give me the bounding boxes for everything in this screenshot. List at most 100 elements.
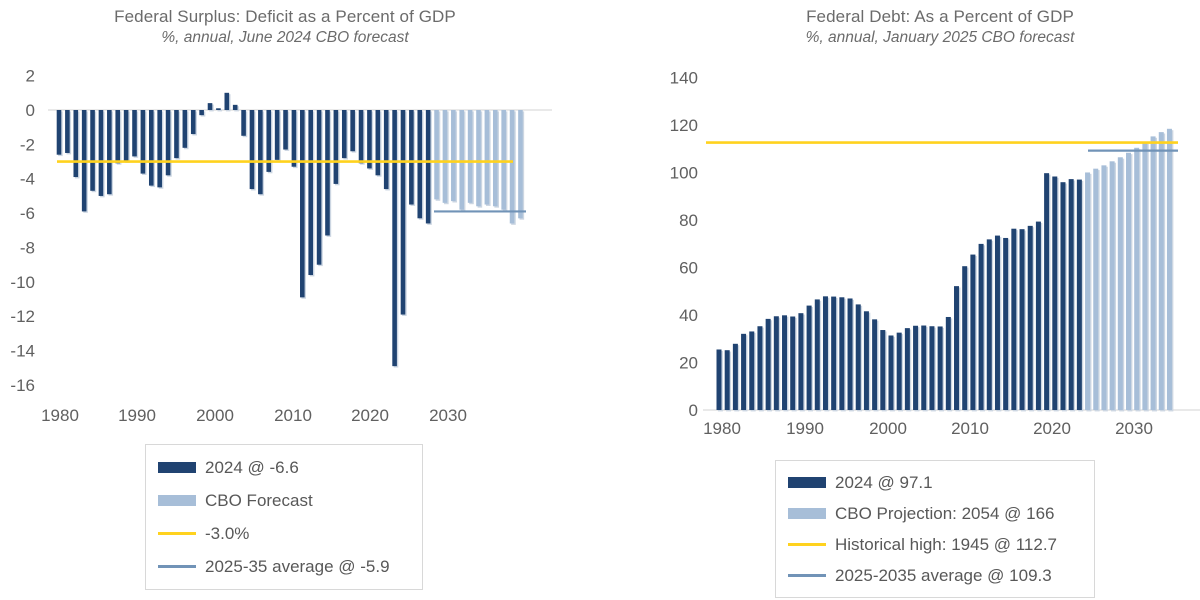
y-tick-label: -6 xyxy=(20,204,35,223)
bar-2007 xyxy=(937,326,943,410)
bar-2012 xyxy=(978,243,984,410)
y-tick-label: 60 xyxy=(679,259,698,278)
bar-2002 xyxy=(896,332,902,410)
bar-1988 xyxy=(782,315,788,410)
x-tick-label: 2000 xyxy=(869,419,907,438)
bar-2031 xyxy=(1134,147,1140,410)
bar-1987 xyxy=(115,110,121,164)
bar-2025 xyxy=(1085,172,1091,410)
bar-2010 xyxy=(308,110,313,276)
bar-2011 xyxy=(316,110,322,265)
y-tick-label: -14 xyxy=(10,342,35,361)
bar-2015 xyxy=(350,110,355,152)
bar-1982 xyxy=(732,343,738,410)
x-tick-label: 1980 xyxy=(703,419,741,438)
bar-1982 xyxy=(73,110,79,178)
bar-2026 xyxy=(442,110,448,203)
deficit-chart-subtitle: %, annual, June 2024 CBO forecast xyxy=(161,29,409,46)
bar-1992 xyxy=(157,110,162,188)
x-tick-label: 2030 xyxy=(429,406,467,425)
y-tick-label: 80 xyxy=(679,211,698,230)
bar-2013 xyxy=(986,239,992,410)
bar-2014 xyxy=(994,235,1000,410)
bar-2006 xyxy=(929,326,935,410)
bar-1996 xyxy=(190,110,196,135)
bar-2017 xyxy=(367,110,372,169)
bar-1999 xyxy=(872,319,878,410)
bar-2013 xyxy=(333,110,339,184)
legend-item: 2024 @ 97.1 xyxy=(788,473,1082,493)
debt-chart-subtitle: %, annual, January 2025 CBO forecast xyxy=(805,29,1075,46)
bar-2018 xyxy=(375,110,381,176)
bar-1990 xyxy=(140,110,146,174)
bar-2030 xyxy=(1126,152,1131,411)
x-tick-label: 2010 xyxy=(274,406,312,425)
bar-1993 xyxy=(165,110,171,176)
legend-line-swatch xyxy=(158,532,196,535)
bar-2005 xyxy=(921,325,927,410)
bar-2016 xyxy=(358,110,364,164)
legend-line-swatch xyxy=(788,543,826,546)
debt-legend: 2024 @ 97.1 CBO Projection: 2054 @ 166 His… xyxy=(775,460,1095,598)
bar-1997 xyxy=(855,304,861,410)
bar-1997 xyxy=(199,110,204,116)
y-tick-label: 120 xyxy=(670,116,698,135)
bars-historical xyxy=(56,92,432,368)
bars-forecast xyxy=(1085,128,1174,412)
bar-1987 xyxy=(773,316,779,410)
bar-2032 xyxy=(492,110,498,207)
bar-1980 xyxy=(716,349,722,410)
bar-1988 xyxy=(123,110,129,162)
y-tick-label: -12 xyxy=(10,307,35,326)
bar-2008 xyxy=(945,316,951,410)
deficit-plot: 2 0 -2 -4 -6 -8 -10 -12 -14 -16 1980 1990 2000 2010 20… xyxy=(10,67,552,425)
y-tick-label: 2 xyxy=(26,67,35,86)
bar-2000 xyxy=(224,92,230,110)
bar-2000 xyxy=(880,330,886,410)
y-tick-label: -2 xyxy=(20,135,35,154)
y-tick-label: -8 xyxy=(20,238,35,257)
legend-item: 2024 @ -6.6 xyxy=(158,458,410,478)
bar-2020 xyxy=(392,110,397,367)
bar-2009 xyxy=(954,286,960,410)
bar-2021 xyxy=(400,110,406,315)
bar-2007 xyxy=(283,110,288,150)
bar-2023 xyxy=(417,110,423,219)
bar-1986 xyxy=(107,110,112,195)
bar-2027 xyxy=(1101,165,1107,410)
y-tick-label: 20 xyxy=(679,353,698,372)
bar-2014 xyxy=(341,110,347,159)
y-tick-label: 140 xyxy=(670,69,698,88)
y-tick-label: 0 xyxy=(26,101,35,120)
x-tick-label: 1980 xyxy=(41,406,79,425)
bar-1998 xyxy=(863,311,869,410)
legend-bar-swatch xyxy=(158,495,196,506)
bar-2024 xyxy=(425,110,431,224)
legend-label: 2025-2035 average @ 109.3 xyxy=(835,565,1052,585)
bar-2022 xyxy=(409,110,414,205)
x-tick-label: 2000 xyxy=(196,406,234,425)
legend-item: 2025-2035 average @ 109.3 xyxy=(788,566,1082,586)
legend-item: CBO Projection: 2054 @ 166 xyxy=(788,504,1082,524)
bar-2022 xyxy=(1060,182,1066,410)
legend-label: Historical high: 1945 @ 112.7 xyxy=(835,534,1058,554)
bar-2028 xyxy=(459,110,465,210)
x-tick-label: 2030 xyxy=(1115,419,1153,438)
bar-2029 xyxy=(1117,157,1123,410)
legend-item: CBO Forecast xyxy=(158,491,410,511)
bar-2033 xyxy=(501,110,506,210)
legend-label: 2024 @ 97.1 xyxy=(835,472,933,492)
bar-2034 xyxy=(509,110,515,224)
x-tick-label: 2020 xyxy=(351,406,389,425)
bar-1985 xyxy=(98,110,104,196)
bar-1994 xyxy=(174,110,179,159)
bar-2005 xyxy=(266,110,272,172)
bars-forecast xyxy=(434,110,525,225)
bar-2001 xyxy=(232,104,238,110)
bar-2003 xyxy=(904,328,910,410)
deficit-legend: 2024 @ -6.6 CBO Forecast -3.0% 2025-35 aver… xyxy=(145,444,423,590)
y-tick-label: 0 xyxy=(689,401,698,420)
bar-1989 xyxy=(790,316,796,410)
